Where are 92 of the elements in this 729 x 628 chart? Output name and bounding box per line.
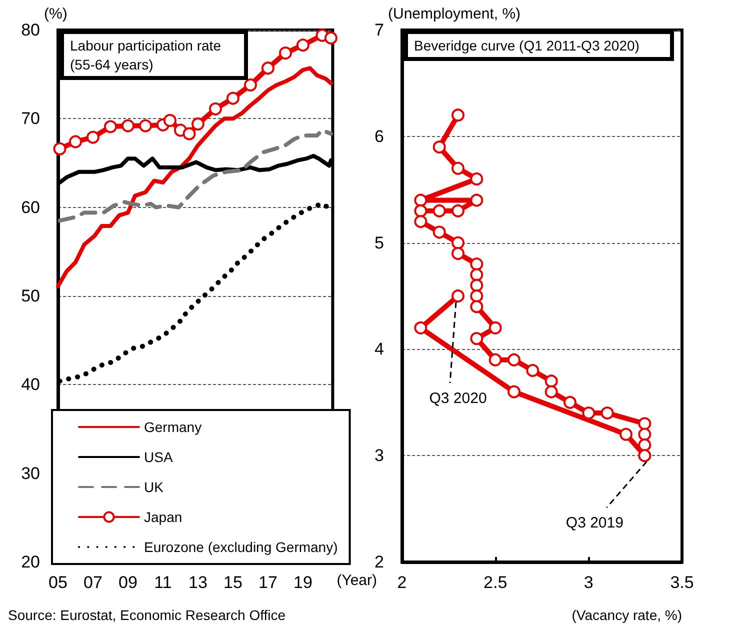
point — [470, 194, 484, 207]
y-tick-label: 6 — [374, 126, 384, 146]
point — [470, 172, 484, 186]
point — [138, 119, 152, 132]
point — [638, 449, 652, 462]
y-axis-title: (%) — [44, 6, 68, 23]
legend-label: Eurozone (excluding Germany) — [144, 539, 338, 555]
point — [69, 135, 82, 148]
point — [508, 385, 520, 398]
point — [452, 204, 464, 218]
point — [432, 140, 446, 154]
y-tick-label: 60 — [21, 198, 40, 217]
source-note: Source: Eurostat, Economic Research Office — [8, 607, 286, 623]
y-tick-label: 20 — [21, 552, 40, 572]
point — [191, 117, 204, 130]
x-axis-title: (Vacancy rate, %) — [572, 607, 682, 623]
line-series — [58, 128, 333, 223]
y-tick-label: 50 — [21, 286, 40, 306]
legend-label: Japan — [144, 509, 182, 525]
point — [526, 364, 540, 377]
point — [324, 31, 338, 44]
point — [86, 130, 100, 144]
x-tick-label: 07 — [84, 573, 102, 592]
annotation: Q3 2020 — [429, 390, 487, 407]
point — [638, 438, 652, 452]
point — [470, 278, 484, 292]
point — [261, 62, 274, 75]
y-tick-label: 80 — [21, 20, 40, 40]
y-tick-label: 2 — [374, 552, 384, 572]
point — [564, 396, 576, 409]
point — [600, 406, 614, 420]
annotation: Q3 2019 — [566, 514, 624, 532]
point — [470, 300, 484, 314]
y-tick-label: 5 — [374, 233, 384, 252]
x-tick-label: 3.5 — [670, 573, 694, 592]
point — [414, 215, 428, 228]
point — [638, 417, 652, 430]
x-tick-label: 09 — [118, 573, 138, 592]
point — [208, 102, 222, 116]
point — [470, 290, 484, 302]
x-tick-label: 11 — [154, 573, 172, 592]
point — [638, 428, 652, 441]
point — [544, 374, 558, 388]
point — [452, 246, 464, 260]
point — [432, 226, 446, 239]
x-tick-label: 15 — [224, 573, 242, 592]
point — [414, 321, 428, 334]
x-tick-label: 05 — [48, 573, 68, 592]
point — [104, 120, 117, 134]
point — [470, 332, 484, 346]
legend-label: Germany — [144, 419, 202, 435]
x-tick-label: 2 — [397, 573, 407, 592]
y-tick-label: 4 — [374, 340, 384, 359]
x-tick-label: 17 — [258, 573, 278, 592]
point — [432, 204, 446, 218]
y-tick-label: 40 — [21, 375, 40, 394]
point — [278, 46, 292, 60]
x-tick-label: 3 — [584, 573, 594, 592]
point — [452, 236, 464, 250]
point — [163, 114, 176, 127]
point — [470, 258, 484, 271]
y-axis-title: (Unemployment, %) — [388, 6, 521, 23]
text: Beveridge curve (Q1 2011-Q3 2020) — [414, 38, 640, 54]
y-tick-label: 7 — [374, 20, 384, 40]
point — [182, 127, 196, 140]
point — [582, 406, 596, 420]
y-tick-label: 3 — [374, 446, 384, 466]
point — [452, 108, 464, 122]
legend-label: UK — [144, 479, 164, 495]
x-tick-label: 2.5 — [484, 573, 508, 592]
x-tick-label: 13 — [188, 573, 208, 592]
point — [470, 268, 484, 282]
point — [452, 162, 464, 175]
point — [620, 428, 632, 441]
point — [53, 142, 66, 156]
x-tick-label: 19 — [293, 573, 312, 592]
y-tick-label: 70 — [21, 109, 40, 128]
x-axis-title: (Year) — [336, 572, 378, 589]
legend-label: USA — [144, 449, 174, 465]
point — [488, 353, 502, 366]
point — [244, 78, 257, 92]
point — [508, 353, 520, 366]
text: Labour participation rate (55-64 years) — [70, 38, 225, 72]
point — [452, 290, 464, 302]
point — [226, 92, 240, 105]
point — [544, 385, 558, 398]
point — [122, 119, 134, 132]
point — [414, 204, 428, 218]
point — [414, 194, 428, 207]
y-tick-label: 30 — [21, 464, 40, 483]
point — [296, 38, 310, 52]
point — [488, 321, 502, 334]
